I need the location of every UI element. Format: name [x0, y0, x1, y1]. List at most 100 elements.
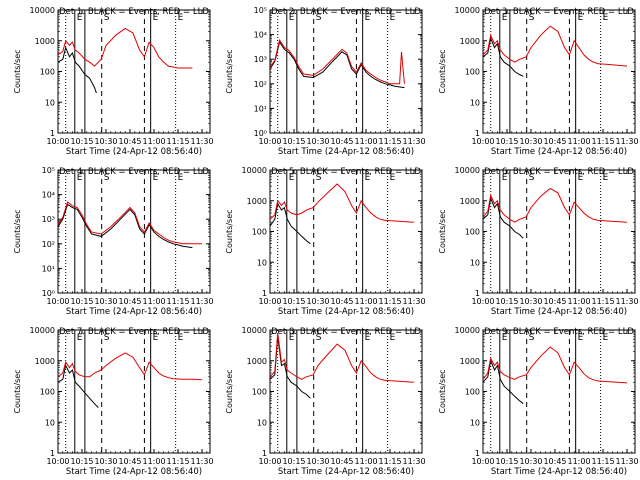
time-marker-label: S — [316, 173, 322, 183]
time-marker-label: E — [178, 333, 184, 343]
time-marker-label: S — [104, 333, 110, 343]
panel-det-7: Det 7: BLACK = Events, RED = LLD 1 10 100 10… — [13, 326, 214, 477]
plot-frame — [482, 329, 636, 454]
time-marker-label: E — [390, 333, 396, 343]
plot-frame — [57, 329, 211, 454]
x-tick-label: 10:30 — [519, 137, 542, 146]
x-tick-label: 11:15 — [166, 297, 189, 306]
x-tick-label: 11:30 — [615, 297, 638, 306]
y-tick-label: 1 — [50, 129, 55, 138]
panel-title: Det 5: BLACK = Events, RED = LLD — [271, 167, 421, 177]
time-marker-label: S — [529, 173, 535, 183]
y-axis-label: Counts/sec — [225, 49, 234, 93]
x-axis-label: Start Time (24-Apr-12 08:56:40) — [66, 147, 202, 157]
panel-det-3: Det 3: BLACK = Events, RED = LLD 1 10 100 10… — [438, 6, 639, 157]
series-lld — [57, 201, 202, 245]
time-marker-label: E — [178, 173, 184, 183]
y-tick-label: 10⁴ — [254, 31, 267, 40]
time-marker-label: E — [153, 173, 159, 183]
time-marker-label: E — [77, 333, 83, 343]
time-marker-label: S — [529, 13, 535, 23]
time-marker-label: E — [365, 333, 371, 343]
y-tick-label: 10 — [45, 418, 55, 427]
series-lld — [269, 38, 405, 85]
series-lld — [482, 187, 628, 223]
time-marker-label: S — [104, 13, 110, 23]
y-tick-label: 1 — [475, 129, 480, 138]
x-tick-label: 10:30 — [306, 457, 329, 466]
y-axis-label: Counts/sec — [13, 209, 22, 253]
time-marker-label: E — [153, 13, 159, 23]
x-tick-label: 10:45 — [118, 457, 141, 466]
y-tick-label: 10000 — [455, 6, 480, 15]
x-tick-label: 10:00 — [471, 297, 494, 306]
x-axis-label: Start Time (24-Apr-12 08:56:40) — [491, 147, 627, 157]
y-tick-label: 100 — [465, 388, 480, 397]
x-axis-label: Start Time (24-Apr-12 08:56:40) — [491, 467, 627, 477]
x-tick-label: 10:00 — [46, 297, 69, 306]
y-axis-label: Counts/sec — [438, 369, 447, 413]
x-tick-label: 10:00 — [258, 457, 281, 466]
series-events — [57, 364, 99, 408]
y-tick-label: 10000 — [30, 6, 55, 15]
x-tick-label: 10:00 — [46, 457, 69, 466]
series-events — [269, 202, 311, 245]
x-tick-label: 11:30 — [402, 297, 425, 306]
x-tick-label: 11:15 — [591, 457, 614, 466]
x-tick-label: 10:30 — [519, 297, 542, 306]
y-tick-label: 100 — [252, 228, 267, 237]
x-tick-label: 10:15 — [70, 297, 93, 306]
x-tick-label: 11:30 — [615, 137, 638, 146]
panel-title: Det 3: BLACK = Events, RED = LLD — [484, 7, 634, 17]
y-axis-label: Counts/sec — [13, 369, 22, 413]
series-events — [482, 196, 524, 239]
y-tick-label: 100 — [252, 388, 267, 397]
x-tick-label: 11:15 — [378, 457, 401, 466]
x-tick-label: 10:15 — [495, 137, 518, 146]
x-tick-label: 11:30 — [190, 137, 213, 146]
series-lld — [57, 27, 193, 69]
y-tick-label: 100 — [40, 388, 55, 397]
plot-frame — [57, 9, 211, 134]
x-tick-label: 11:30 — [402, 457, 425, 466]
y-tick-label: 10000 — [242, 166, 267, 175]
y-tick-label: 1000 — [247, 357, 267, 366]
y-tick-label: 10000 — [455, 166, 480, 175]
panel-title: Det 4: BLACK = Events, RED = LLD — [59, 167, 209, 177]
x-tick-label: 11:30 — [615, 457, 638, 466]
time-marker-label: E — [578, 13, 584, 23]
x-tick-label: 11:00 — [142, 297, 165, 306]
y-tick-label: 1 — [475, 289, 480, 298]
y-tick-label: 1000 — [460, 357, 480, 366]
x-tick-label: 11:15 — [591, 137, 614, 146]
plot-frame — [482, 9, 636, 134]
x-axis-label: Start Time (24-Apr-12 08:56:40) — [278, 147, 414, 157]
time-marker-label: E — [289, 173, 295, 183]
x-tick-label: 11:15 — [378, 137, 401, 146]
x-axis-label: Start Time (24-Apr-12 08:56:40) — [66, 467, 202, 477]
panel-title: Det 9: BLACK = Events, RED = LLD — [484, 327, 634, 337]
x-tick-label: 11:00 — [567, 297, 590, 306]
time-marker-label: E — [502, 13, 508, 23]
panel-det-5: Det 5: BLACK = Events, RED = LLD 1 10 100 10… — [225, 166, 426, 317]
panel-title: Det 2: BLACK = Events, RED = LLD — [271, 7, 421, 17]
x-tick-label: 10:30 — [94, 137, 117, 146]
series-events — [57, 46, 97, 94]
y-axis-label: Counts/sec — [13, 49, 22, 93]
time-marker-label: S — [104, 173, 110, 183]
y-tick-label: 10² — [42, 240, 55, 249]
plot-frame — [269, 329, 423, 454]
y-tick-label: 1000 — [35, 357, 55, 366]
x-tick-label: 10:00 — [471, 137, 494, 146]
y-tick-label: 10 — [470, 258, 480, 267]
y-tick-label: 10 — [470, 98, 480, 107]
y-tick-label: 10⁴ — [42, 191, 55, 200]
series-events — [482, 36, 524, 77]
x-tick-label: 10:45 — [330, 457, 353, 466]
x-tick-label: 10:00 — [258, 137, 281, 146]
x-tick-label: 11:00 — [354, 457, 377, 466]
y-tick-label: 100 — [465, 228, 480, 237]
x-tick-label: 11:00 — [142, 457, 165, 466]
time-marker-label: E — [365, 173, 371, 183]
